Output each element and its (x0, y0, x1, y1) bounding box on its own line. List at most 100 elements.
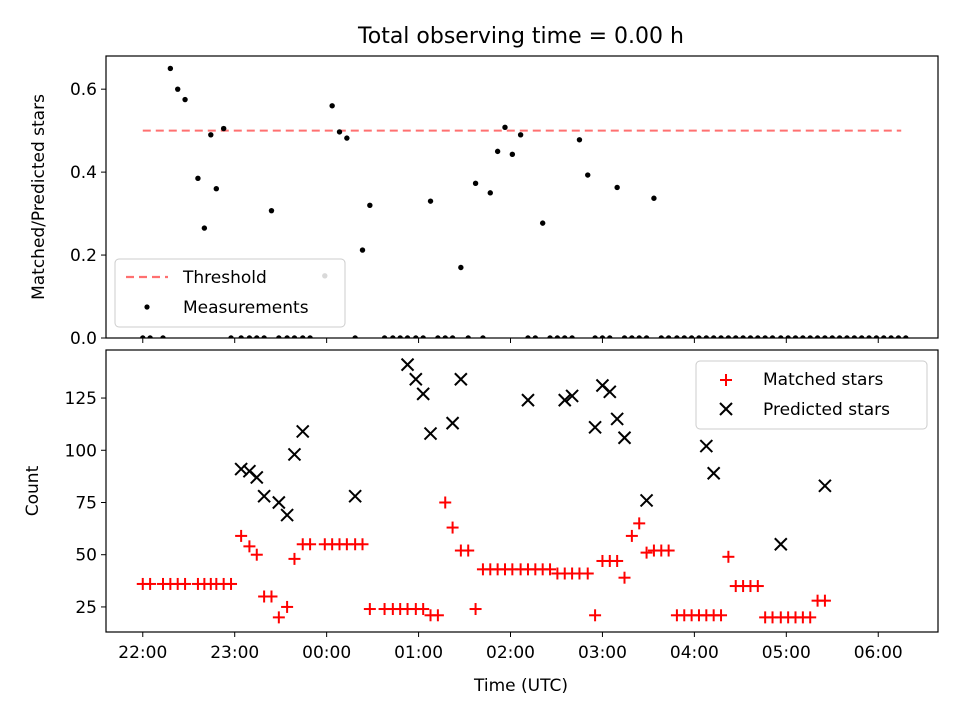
measurements-point (472, 180, 479, 187)
ratio-y-axis-label: Matched/Predicted stars (29, 94, 49, 300)
measurements-point (851, 335, 858, 338)
predicted-stars-point (257, 489, 271, 503)
measurements-point (359, 247, 366, 253)
matched-stars-point (304, 538, 317, 551)
measurements-point (858, 335, 865, 338)
x-tick-label: 04:00 (670, 643, 719, 663)
measurements-point (300, 335, 306, 338)
predicted-stars-point (565, 389, 579, 403)
measurements-point (762, 335, 768, 338)
ratio-x-ticks (142, 338, 879, 343)
matched-stars-point (469, 603, 482, 616)
matched-stars-point (722, 550, 735, 563)
measurements-point (261, 335, 267, 338)
measurements-point (329, 103, 335, 109)
ratio-y-tick-label: 0.0 (70, 329, 97, 349)
measurements-point (502, 124, 508, 131)
measurements-point (866, 335, 872, 338)
measurements-point (658, 335, 664, 338)
predicted-stars-point (558, 393, 572, 407)
measurements-point (740, 335, 746, 338)
x-tick-label: 23:00 (210, 643, 259, 663)
measurements-point (814, 335, 821, 338)
measurements-point (465, 335, 471, 338)
ratio-legend: Threshold Measurements (114, 258, 346, 328)
measurements-point (420, 335, 426, 338)
measurements-point (725, 335, 732, 338)
predicted-stars-point (416, 387, 430, 401)
matched-stars-point (235, 529, 248, 542)
legend-matched-swatch (720, 374, 732, 386)
predicted-stars-point (610, 412, 624, 426)
measurements-point (562, 335, 568, 338)
measurements-point (442, 335, 448, 338)
measurements-point (836, 335, 843, 338)
measurements-point (703, 335, 710, 338)
measurements-point (636, 335, 642, 338)
measurements-point (307, 335, 313, 338)
predicted-stars-point (348, 489, 362, 503)
measurements-point (254, 335, 260, 338)
measurements-point (284, 335, 290, 338)
measurements-point (228, 335, 234, 338)
predicted-stars-point (287, 447, 302, 462)
measurements-point (643, 335, 650, 338)
predicted-stars-point (272, 495, 286, 510)
measurements-point (614, 184, 620, 191)
measurements-point (681, 335, 687, 338)
count-y-tick-label: 100 (65, 441, 97, 461)
measurements-point (576, 137, 583, 143)
matched-stars-point (804, 611, 817, 624)
ratio-y-tick-label: 0.6 (70, 80, 97, 100)
measurements-point (435, 335, 441, 338)
measurements-point (592, 335, 598, 338)
measurements-point (175, 86, 181, 92)
matched-stars-point (431, 609, 444, 622)
predicted-stars-point (234, 462, 248, 476)
measurements-point (539, 220, 546, 226)
measurements-point (621, 335, 628, 338)
matched-stars-point (462, 544, 475, 557)
measurements-point (413, 335, 419, 338)
predicted-stars-point (639, 493, 654, 508)
measurements-point (844, 335, 850, 338)
legend-predicted-label: Predicted stars (763, 400, 890, 420)
measurements-point (195, 175, 201, 182)
chart-title: Total observing time = 0.00 h (357, 24, 684, 49)
matched-stars-point (225, 577, 238, 590)
measurements-point (629, 335, 635, 338)
measurements-point (881, 335, 887, 338)
predicted-stars-point (617, 431, 632, 445)
matched-stars-point (544, 563, 557, 576)
measurements-point (800, 335, 806, 338)
measurements-point (755, 335, 761, 338)
count-y-tick-label: 50 (75, 546, 97, 566)
legend-measurements-swatch (144, 304, 150, 310)
ratio-legend-frame (114, 258, 346, 328)
matched-stars-point (250, 548, 263, 561)
predicted-stars-point (521, 393, 535, 407)
count-y-tick-label: 25 (75, 598, 97, 618)
count-x-axis: 22:00 23:00 00:00 01:00 02:00 03:00 04:00 05:00… (118, 632, 903, 663)
count-legend-frame (695, 360, 928, 430)
matched-stars-point (751, 580, 764, 593)
measurements-point (547, 335, 553, 338)
measurements-point (487, 190, 493, 196)
measurements-point (807, 335, 813, 338)
x-tick-label: 05:00 (762, 643, 811, 663)
matched-stars-point (144, 577, 157, 590)
measurements-point (733, 335, 739, 338)
ratio-series (140, 65, 909, 338)
count-y-axis: 25 50 75 100 125 (65, 389, 106, 618)
measurements-point (599, 335, 606, 338)
measurements-point (569, 335, 575, 338)
matched-stars-point (715, 609, 728, 622)
measurements-point (182, 96, 188, 103)
count-panel: 25 50 75 100 125 22:00 23:00 00:00 01:00 02:00 03… (23, 349, 939, 696)
measurements-point (397, 335, 403, 338)
matched-stars-point (589, 609, 602, 622)
legend-predicted-swatch (719, 402, 733, 416)
measurements-point (532, 335, 539, 338)
measurements-point (873, 335, 880, 338)
measurements-point (238, 335, 244, 338)
